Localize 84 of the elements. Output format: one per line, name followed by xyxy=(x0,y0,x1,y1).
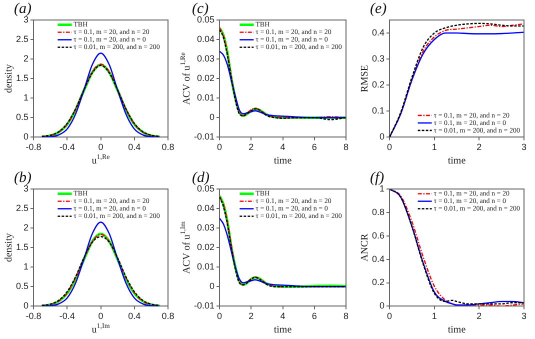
x-tick-label: 2 xyxy=(248,142,254,152)
y-tick-label: 0.3 xyxy=(372,54,385,64)
line-series xyxy=(220,196,284,288)
y-tick-label: 3 xyxy=(23,183,29,194)
x-tick-label: 0 xyxy=(98,142,104,152)
x-tick-label: 0 xyxy=(387,142,392,152)
x-axis-title: time xyxy=(274,156,292,167)
x-tick-label: 0.8 xyxy=(162,142,174,152)
y-tick-label: 0 xyxy=(210,281,215,292)
y-tick-label: 0.2 xyxy=(372,277,385,288)
y-tick-label: 0.2 xyxy=(372,80,385,90)
y-axis-title: density xyxy=(4,233,15,262)
chart-title: (c) xyxy=(192,0,209,17)
y-tick-label: 0.05 xyxy=(196,14,215,24)
y-tick-label: 0.5 xyxy=(16,281,29,292)
x-axis-title: time xyxy=(448,156,466,167)
y-tick-label: 0.5 xyxy=(16,112,29,122)
x-tick-label: -0.8 xyxy=(26,142,42,152)
y-tick-label: 1 xyxy=(23,92,29,103)
chart-title: (f) xyxy=(370,170,384,186)
y-tick-label: 0.4 xyxy=(372,28,385,38)
y-tick-label: -0.01 xyxy=(194,300,215,311)
y-tick-label: 0 xyxy=(23,132,29,142)
x-tick-label: -0.4 xyxy=(59,142,75,152)
chart-title: (e) xyxy=(370,0,387,17)
x-tick-label: 6 xyxy=(312,142,317,152)
x-tick-label: 1 xyxy=(432,142,437,152)
y-tick-label: 0 xyxy=(379,300,385,311)
x-tick-label: 4 xyxy=(280,142,286,152)
y-tick-label: 1 xyxy=(23,262,29,272)
y-tick-label: -0.01 xyxy=(194,132,215,142)
y-tick-label: 0.05 xyxy=(196,183,215,194)
x-tick-label: 2 xyxy=(476,311,482,322)
x-tick-label: 8 xyxy=(343,311,349,322)
x-tick-label: 0 xyxy=(217,311,222,322)
x-tick-label: 0 xyxy=(217,142,222,152)
x-tick-label: -0.4 xyxy=(59,311,75,322)
x-tick-label: 3 xyxy=(521,311,527,322)
y-tick-label: 0.04 xyxy=(196,203,215,214)
x-tick-label: 2 xyxy=(476,142,482,152)
x-tick-label: 6 xyxy=(312,311,317,322)
y-tick-label: 0.04 xyxy=(196,34,215,44)
x-tick-label: 8 xyxy=(343,142,349,152)
x-tick-label: 4 xyxy=(280,311,286,322)
y-tick-label: 0.6 xyxy=(372,230,385,240)
y-tick-label: 1 xyxy=(379,183,385,194)
y-tick-label: 0.02 xyxy=(196,73,215,84)
y-tick-label: 2 xyxy=(23,222,29,233)
y-tick-label: 0.1 xyxy=(372,106,385,116)
y-axis-title: density xyxy=(4,64,15,94)
chart-title: (d) xyxy=(192,170,210,186)
x-tick-label: 2 xyxy=(248,311,254,322)
y-tick-label: 0.8 xyxy=(372,206,385,217)
y-tick-label: 0.01 xyxy=(196,262,215,272)
y-tick-label: 0.02 xyxy=(196,242,215,252)
y-tick-label: 2.5 xyxy=(16,34,29,44)
x-tick-label: 1 xyxy=(432,311,437,322)
x-axis-title: time xyxy=(274,324,292,336)
x-tick-label: 0 xyxy=(98,311,104,322)
x-axis-title: time xyxy=(448,324,466,336)
x-tick-label: 0.4 xyxy=(128,311,141,322)
y-tick-label: 0.03 xyxy=(196,54,215,64)
y-tick-label: 0.4 xyxy=(372,254,385,264)
line-series xyxy=(220,50,346,118)
x-tick-label: 0.8 xyxy=(162,311,174,322)
y-axis-title: ANCR xyxy=(360,233,371,262)
x-tick-label: 3 xyxy=(521,142,527,152)
x-tick-label: 0 xyxy=(387,311,392,322)
y-tick-label: 0 xyxy=(379,132,385,142)
y-tick-label: 3 xyxy=(23,14,29,24)
x-tick-label: 0.4 xyxy=(128,142,141,152)
y-tick-label: 0.03 xyxy=(196,222,215,233)
y-axis-title: RMSE xyxy=(360,64,371,92)
line-series xyxy=(220,218,346,288)
y-tick-label: 2.5 xyxy=(16,203,29,214)
y-tick-label: 2 xyxy=(23,54,29,64)
y-tick-label: 1.5 xyxy=(16,242,29,252)
chart-title: (b) xyxy=(14,170,32,186)
chart-title: (a) xyxy=(14,0,32,17)
x-tick-label: -0.8 xyxy=(26,311,42,322)
y-tick-label: 0.01 xyxy=(196,92,215,103)
y-tick-label: 0 xyxy=(210,112,215,122)
y-tick-label: 0 xyxy=(23,300,29,311)
y-tick-label: 1.5 xyxy=(16,73,29,84)
